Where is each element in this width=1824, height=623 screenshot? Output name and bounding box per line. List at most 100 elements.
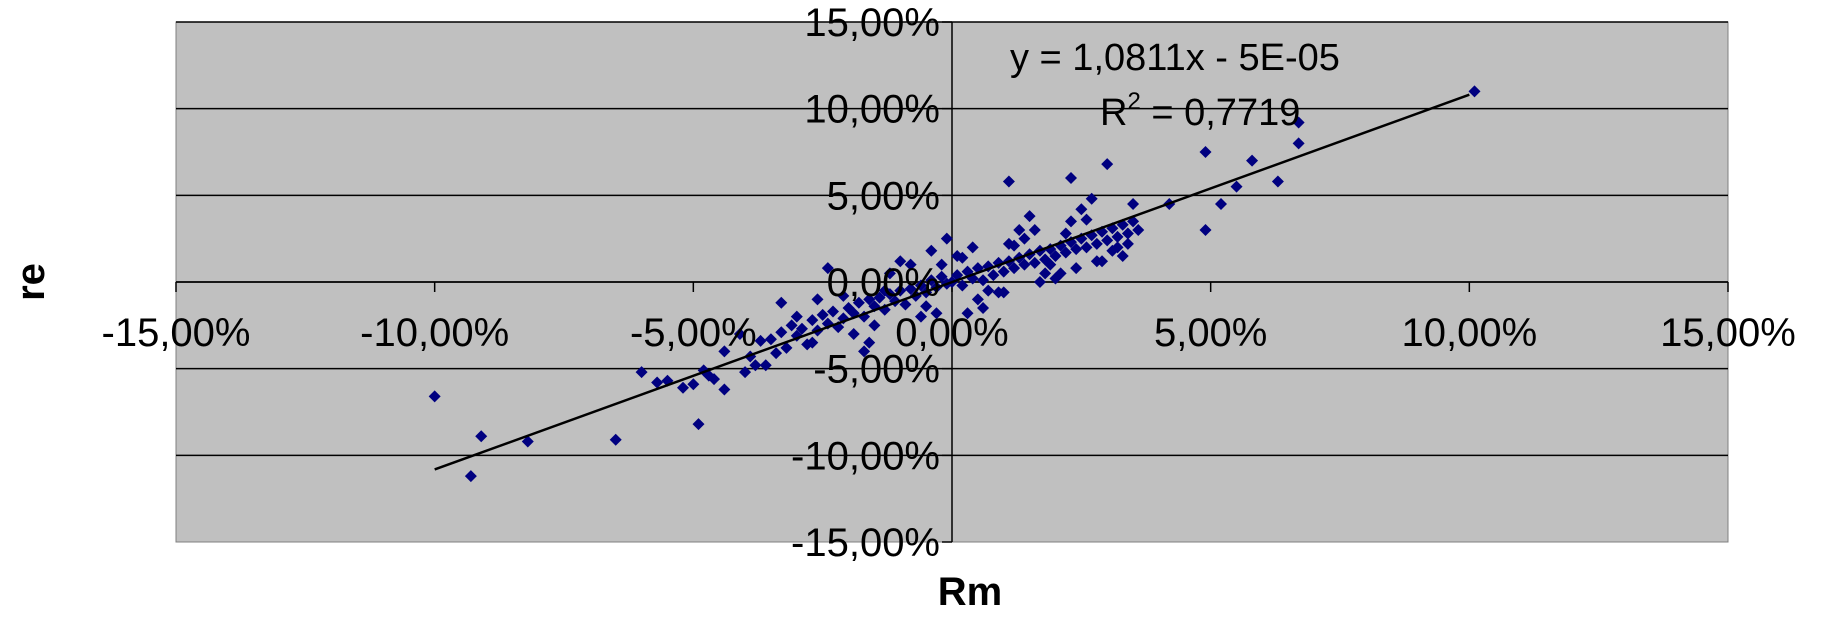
data-point <box>1080 241 1093 254</box>
data-point <box>1111 230 1124 243</box>
data-point <box>475 430 488 443</box>
data-point <box>837 289 850 302</box>
data-point <box>1002 237 1015 250</box>
data-point <box>1018 258 1031 271</box>
data-point <box>873 291 886 304</box>
data-point <box>1230 180 1243 193</box>
data-point <box>1246 154 1259 167</box>
data-point <box>863 336 876 349</box>
data-point <box>914 279 927 292</box>
x-tick-label: 10,00% <box>1401 311 1537 355</box>
data-point <box>956 279 969 292</box>
data-point <box>1070 243 1083 256</box>
data-point <box>1096 255 1109 268</box>
data-point <box>1199 146 1212 158</box>
y-tick-labels: -15,00% -10,00% -5,00% 0,00% 5,00% 10,00% 15,0… <box>791 1 940 565</box>
data-point <box>1215 198 1228 210</box>
data-point <box>935 258 948 271</box>
r2-value: = 0,7719 <box>1141 92 1301 134</box>
data-point <box>1044 258 1057 271</box>
y-tick-label: 10,00% <box>804 88 940 132</box>
trendline-equation: y = 1,0811x - 5E-05 <box>1010 37 1340 79</box>
data-point <box>708 373 721 386</box>
data-point <box>1033 276 1046 288</box>
data-point <box>790 310 803 323</box>
data-point <box>775 296 788 309</box>
data-point <box>827 305 840 318</box>
data-point <box>961 307 974 320</box>
data-point <box>899 298 912 311</box>
data-point <box>1018 232 1031 245</box>
data-point <box>1090 237 1103 250</box>
data-point <box>904 258 917 271</box>
data-point <box>1080 213 1093 226</box>
data-point <box>1059 246 1072 259</box>
data-point <box>1101 234 1114 247</box>
data-point <box>940 232 953 245</box>
data-point <box>780 341 793 354</box>
data-point <box>852 296 865 309</box>
data-point <box>821 262 834 275</box>
trendline-r-squared: R2 = 0,7719 <box>1100 88 1300 134</box>
data-point <box>1085 192 1098 205</box>
data-point <box>795 322 808 335</box>
data-point <box>764 333 777 346</box>
data-point <box>997 265 1010 278</box>
data-point <box>1064 172 1077 184</box>
data-point <box>1013 224 1026 236</box>
data-point <box>1121 227 1134 240</box>
y-tick-label: -10,00% <box>791 434 940 478</box>
data-point <box>1121 237 1134 250</box>
data-point <box>1028 224 1041 236</box>
data-point <box>806 314 819 327</box>
data-point <box>1028 256 1041 269</box>
data-point <box>894 255 907 268</box>
data-point <box>687 378 700 391</box>
data-point <box>930 307 943 320</box>
data-point <box>521 435 534 448</box>
data-point <box>785 319 798 332</box>
x-tick-labels: -15,00% -10,00% -5,00% 0,00% 5,00% 10,00% 15,0… <box>102 311 1796 355</box>
data-point <box>971 293 984 306</box>
data-point <box>982 284 995 297</box>
x-tick-label: 15,00% <box>1660 311 1796 355</box>
data-point <box>806 336 819 349</box>
data-point <box>1054 267 1067 280</box>
data-point <box>739 366 752 379</box>
data-point <box>811 293 824 306</box>
data-point <box>1064 215 1077 228</box>
data-point <box>775 326 788 339</box>
data-point <box>1199 224 1212 236</box>
data-point <box>1049 250 1062 262</box>
x-tick-label: 0,00% <box>895 311 1008 355</box>
data-point <box>1132 224 1145 236</box>
data-point <box>914 310 927 323</box>
data-point <box>718 345 731 358</box>
data-point <box>770 347 783 360</box>
data-point <box>718 383 731 396</box>
data-point <box>1271 175 1284 188</box>
data-point <box>733 328 746 340</box>
data-point <box>878 284 891 297</box>
data-point <box>464 470 477 483</box>
data-point <box>920 300 933 313</box>
y-tick-label: 0,00% <box>827 261 940 305</box>
x-tick-label: -15,00% <box>102 311 251 355</box>
data-point <box>754 334 767 347</box>
data-point <box>935 270 948 283</box>
x-tick-label: 5,00% <box>1154 311 1267 355</box>
data-point <box>987 269 1000 282</box>
data-point <box>977 302 990 314</box>
data-point <box>1008 262 1021 275</box>
data-point <box>1070 262 1083 275</box>
data-point <box>816 308 829 321</box>
data-point <box>1292 116 1305 129</box>
trendline <box>434 93 1470 471</box>
data-point <box>1111 241 1124 254</box>
data-point <box>759 359 772 372</box>
data-point <box>868 319 881 332</box>
data-point <box>925 274 938 287</box>
data-point <box>925 244 938 257</box>
data-point <box>1292 137 1305 150</box>
